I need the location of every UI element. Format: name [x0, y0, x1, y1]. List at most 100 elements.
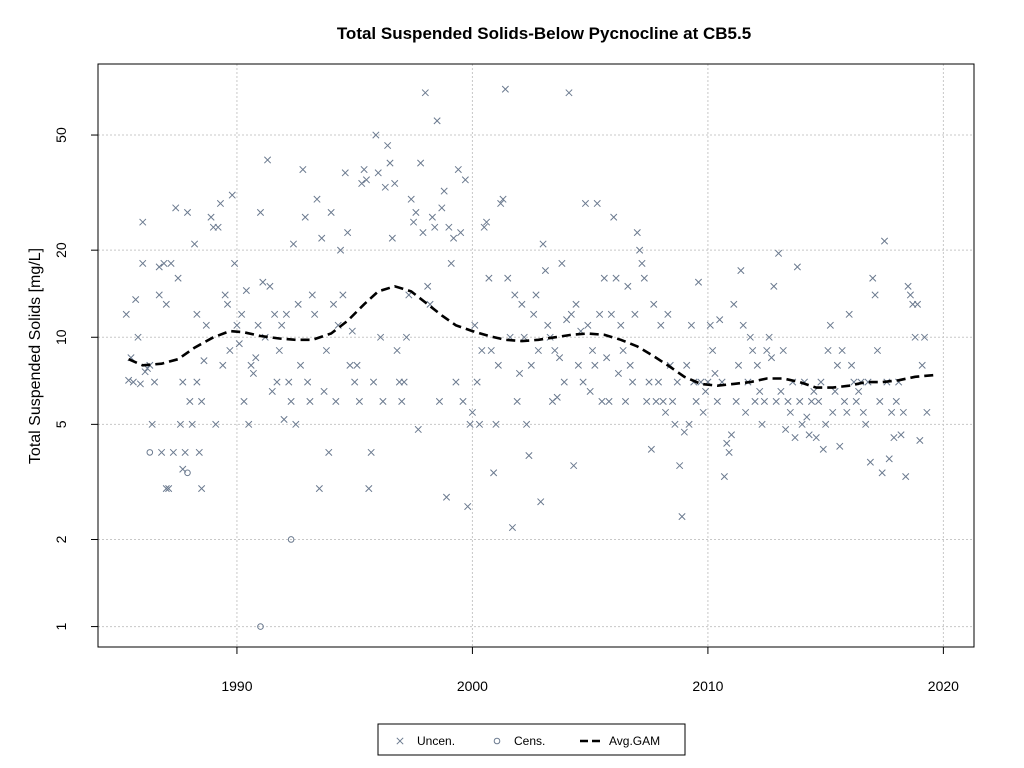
- uncensored-point: [346, 361, 354, 369]
- uncensored-point: [923, 408, 931, 416]
- uncensored-point: [136, 380, 144, 388]
- uncensored-point: [231, 259, 239, 267]
- uncensored-point: [730, 300, 738, 308]
- uncensored-point: [216, 199, 225, 208]
- uncensored-point: [694, 278, 703, 286]
- uncensored-point: [289, 240, 298, 248]
- uncensored-point: [911, 333, 919, 341]
- uncensored-point: [885, 455, 893, 463]
- uncensored-point: [292, 420, 300, 428]
- uncensored-point: [344, 229, 352, 237]
- uncensored-point: [435, 397, 444, 405]
- uncensored-point: [739, 321, 747, 329]
- uncensored-point: [671, 420, 679, 428]
- x-tick-label: 1990: [221, 678, 252, 694]
- uncensored-point: [699, 408, 707, 416]
- uncensored-point: [266, 282, 274, 290]
- uncensored-point: [683, 361, 691, 369]
- uncensored-point: [428, 213, 436, 221]
- uncensored-point: [607, 310, 615, 318]
- legend-cens-symbol: [493, 737, 501, 745]
- uncensored-point: [864, 378, 872, 386]
- legend: Uncen. Cens. Avg.GAM: [377, 723, 686, 756]
- uncensored-point: [198, 397, 206, 405]
- uncensored-point: [198, 484, 206, 493]
- uncensored-point: [282, 310, 290, 318]
- censored-point: [146, 449, 154, 456]
- uncensored-point: [487, 346, 495, 355]
- uncensored-point: [725, 448, 733, 456]
- uncensored-point: [134, 333, 142, 341]
- uncensored-point: [871, 291, 879, 299]
- uncensored-point: [897, 431, 905, 439]
- uncensored-point: [445, 223, 453, 231]
- y-tick-label: 2: [53, 535, 69, 543]
- uncensored-point: [494, 361, 502, 369]
- uncensored-point: [348, 327, 356, 335]
- uncensored-point: [782, 425, 790, 434]
- uncensored-point: [409, 218, 418, 226]
- uncensored-point: [419, 229, 427, 237]
- uncensored-point: [223, 300, 232, 308]
- uncensored-point: [353, 361, 361, 369]
- uncensored-point: [172, 204, 180, 212]
- uncensored-point: [588, 346, 597, 355]
- uncensored-point: [332, 397, 340, 405]
- uncensored-point: [796, 397, 804, 405]
- uncensored-point: [647, 445, 655, 453]
- uncensored-point: [287, 397, 295, 405]
- uncensored-point: [810, 387, 818, 395]
- uncensored-point: [271, 310, 279, 318]
- uncensored-point: [447, 259, 455, 267]
- uncensored-point: [614, 369, 622, 377]
- y-axis-label: Total Suspended Solids [mg/L]: [27, 248, 44, 464]
- uncensored-point: [256, 208, 265, 217]
- uncensored-point: [155, 263, 163, 271]
- uncensored-point: [214, 223, 222, 231]
- uncensored-point: [245, 420, 253, 428]
- plot-marks: [122, 85, 935, 630]
- uncensored-point: [518, 300, 526, 308]
- uncensored-point: [709, 346, 717, 355]
- uncensored-point: [424, 282, 432, 290]
- uncensored-point: [351, 378, 359, 386]
- uncensored-point: [438, 204, 446, 212]
- uncensored-point: [341, 169, 349, 177]
- uncensored-point: [165, 484, 173, 493]
- uncensored-point: [162, 484, 170, 493]
- uncensored-point: [692, 397, 700, 405]
- uncensored-point: [774, 249, 783, 257]
- uncensored-point: [920, 333, 929, 341]
- uncensored-point: [749, 346, 757, 355]
- uncensored-point: [372, 131, 380, 139]
- uncensored-point: [636, 246, 644, 254]
- uncensored-point: [539, 240, 547, 248]
- uncensored-point: [770, 282, 778, 290]
- uncensored-point: [847, 361, 856, 369]
- uncensored-point: [365, 484, 373, 493]
- uncensored-point: [393, 346, 401, 355]
- uncensored-point: [760, 397, 768, 405]
- uncensored-point: [433, 117, 441, 125]
- uncensored-point: [160, 259, 168, 267]
- uncensored-point: [179, 378, 187, 386]
- uncensored-point: [402, 333, 411, 341]
- uncensored-point: [845, 310, 853, 318]
- uncensored-point: [242, 287, 250, 295]
- uncensored-point: [786, 408, 794, 416]
- uncensored-point: [758, 420, 766, 428]
- uncensored-point: [626, 361, 634, 369]
- uncensored-point: [866, 458, 874, 466]
- uncensored-point: [890, 434, 898, 442]
- uncensored-point: [803, 413, 811, 421]
- uncensored-point: [464, 502, 472, 511]
- uncensored-point: [520, 333, 528, 341]
- uncensored-point: [183, 208, 192, 217]
- uncensored-point: [904, 282, 912, 290]
- uncensored-point: [840, 397, 849, 405]
- uncensored-point: [558, 259, 566, 267]
- uncensored-point: [162, 300, 170, 308]
- uncensored-point: [701, 387, 710, 395]
- uncensored-point: [742, 408, 750, 416]
